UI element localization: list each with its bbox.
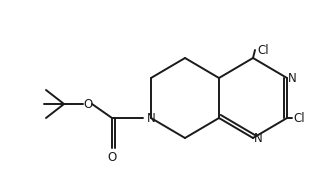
Text: O: O: [83, 98, 93, 111]
Text: Cl: Cl: [293, 111, 304, 124]
Text: O: O: [107, 151, 117, 164]
Text: Cl: Cl: [257, 43, 269, 56]
Text: N: N: [147, 111, 156, 124]
Text: N: N: [288, 72, 297, 85]
Text: N: N: [254, 132, 263, 145]
